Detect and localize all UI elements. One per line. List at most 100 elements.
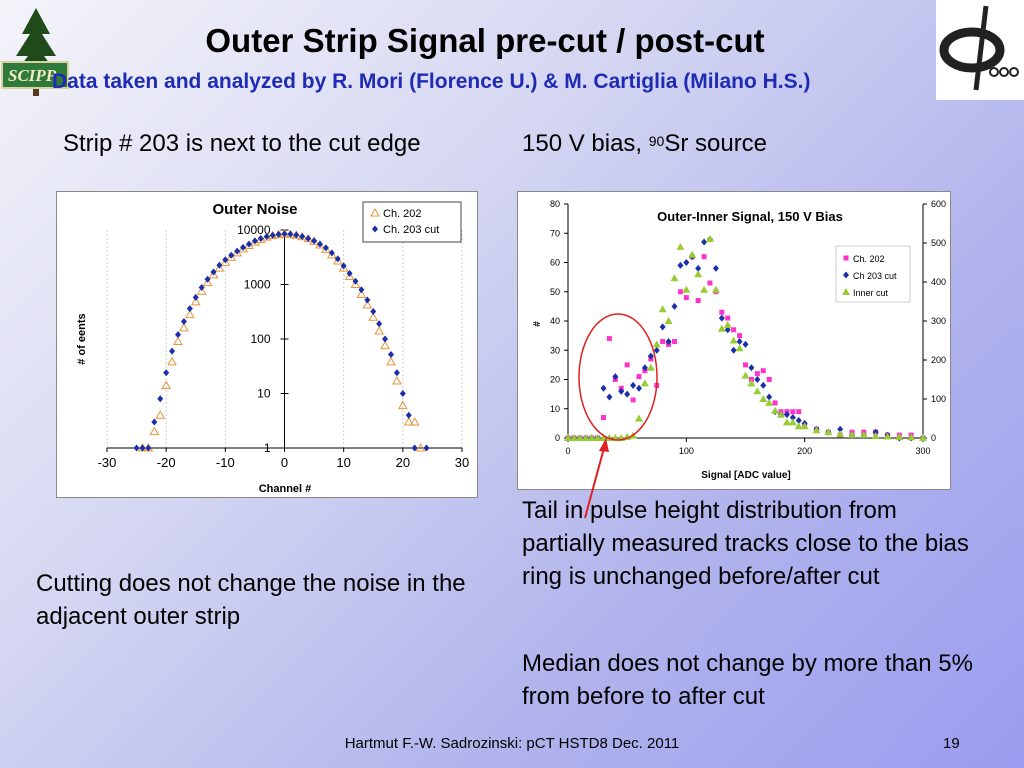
chart2-point bbox=[760, 381, 767, 389]
chart2-point bbox=[718, 314, 725, 322]
chart1-point bbox=[228, 251, 235, 259]
chart1-point bbox=[287, 230, 294, 238]
chart1-point bbox=[350, 279, 361, 288]
chart1-point bbox=[362, 300, 373, 309]
chart1-point bbox=[332, 255, 343, 265]
chart2-point bbox=[701, 254, 707, 260]
chart1-point bbox=[322, 244, 329, 252]
chart2-point bbox=[747, 379, 756, 387]
chart1-point bbox=[328, 249, 335, 257]
chart1-y-tick-label: 10000 bbox=[237, 223, 271, 237]
chart2-legend: Ch. 202 Ch 203 cut Inner cut bbox=[835, 245, 911, 303]
chart1-point bbox=[409, 416, 420, 426]
chart2-point bbox=[641, 364, 648, 372]
chart2-point bbox=[712, 264, 719, 272]
right-heading-sup: 90 bbox=[648, 133, 665, 149]
chart2-point bbox=[737, 333, 743, 339]
chart2-point bbox=[723, 320, 732, 328]
chart2-point bbox=[652, 340, 661, 348]
left-note: Cutting does not change the noise in the… bbox=[36, 570, 466, 630]
chart2-point bbox=[653, 346, 660, 354]
chart1-point bbox=[397, 400, 408, 410]
left-heading: Strip # 203 is next to the cut edge bbox=[63, 130, 421, 157]
chart1-point bbox=[281, 230, 288, 238]
chart1-point bbox=[293, 231, 300, 239]
chart2-point bbox=[766, 377, 772, 382]
tail-arrow-line bbox=[584, 447, 605, 519]
chart2-point bbox=[587, 434, 596, 441]
chart2-point bbox=[777, 410, 785, 418]
chart1-point bbox=[334, 255, 341, 263]
chart1-point bbox=[226, 252, 237, 261]
chart1-point bbox=[175, 331, 181, 339]
chart2-point bbox=[606, 336, 612, 342]
chart1-point bbox=[263, 232, 270, 240]
chart1-point bbox=[376, 320, 383, 328]
chart1-point bbox=[202, 277, 213, 287]
chart2-point bbox=[564, 434, 572, 441]
chart2-point bbox=[682, 285, 691, 293]
chart1-x-tick-label: -10 bbox=[216, 455, 235, 470]
chart2-point bbox=[836, 430, 845, 438]
chart1-point bbox=[346, 269, 353, 277]
chart2-y-tick-label: 20 bbox=[550, 375, 560, 385]
chart2-point bbox=[788, 418, 797, 426]
chart2-point bbox=[796, 409, 802, 415]
outer-noise-svg: -30 -20 -10 0 10 20 30 1 10 100 1000 10000 Outer Noi… bbox=[76, 201, 469, 495]
chart1-point bbox=[358, 286, 365, 294]
chart2-legend-marker bbox=[843, 255, 849, 261]
chart2-y2-tick-label: 400 bbox=[931, 277, 946, 287]
chart2-legend-marker bbox=[842, 288, 850, 295]
chart2-point bbox=[759, 395, 768, 402]
chart1-legend-marker bbox=[372, 225, 378, 233]
chart1-point bbox=[380, 340, 390, 350]
chart2-point bbox=[647, 352, 654, 360]
chart2-point bbox=[640, 379, 649, 387]
chart2-y-tick-label: 40 bbox=[550, 316, 560, 326]
chart1-point bbox=[246, 240, 252, 248]
chart1-point bbox=[368, 312, 379, 321]
chart1-x-tick-label: 10 bbox=[336, 455, 350, 470]
outer-noise-chart: -30 -20 -10 0 10 20 30 1 10 100 1000 10000 Outer Noi… bbox=[56, 191, 478, 498]
chart1-point bbox=[161, 380, 172, 390]
chart2-point bbox=[741, 371, 750, 379]
chart1-point bbox=[208, 269, 219, 279]
chart2-point bbox=[794, 422, 803, 430]
slide-subtitle: Data taken and analyzed by R. Mori (Flor… bbox=[52, 70, 811, 93]
chart2-point bbox=[766, 393, 773, 401]
chart1-point bbox=[184, 309, 195, 319]
chart2-point bbox=[660, 338, 666, 344]
chart2-point bbox=[754, 371, 760, 377]
chart1-point bbox=[338, 263, 349, 272]
chart1-point bbox=[204, 275, 211, 283]
chart2-point bbox=[907, 433, 916, 441]
chart1-y-tick-label: 1000 bbox=[244, 278, 271, 292]
chart2-point bbox=[601, 415, 606, 421]
chart1-point bbox=[220, 257, 231, 266]
chart2-point bbox=[659, 323, 666, 331]
chart2-point bbox=[859, 430, 868, 438]
chart2-point bbox=[706, 235, 714, 243]
chart1-point bbox=[198, 284, 205, 292]
outer-inner-signal-svg: 0 100 200 300010203040506070800100200300400… bbox=[532, 199, 946, 481]
chart2-point bbox=[871, 432, 880, 440]
chart2-point bbox=[624, 362, 630, 368]
chart1-point bbox=[179, 322, 189, 332]
right-heading: 150 V bias, 90Sr source bbox=[522, 127, 767, 160]
chart2-y-tick-label: 70 bbox=[550, 228, 560, 238]
chart2-point bbox=[795, 416, 802, 424]
chart2-point bbox=[812, 426, 821, 434]
chart1-point bbox=[374, 326, 385, 335]
chart1-point bbox=[145, 444, 152, 452]
chart2-title: Outer-Inner Signal, 150 V Bias bbox=[657, 209, 843, 224]
chart1-point bbox=[222, 256, 229, 264]
chart1-point bbox=[251, 237, 258, 245]
chart1-point bbox=[196, 286, 207, 295]
chart1-legend-label: Ch. 203 cut bbox=[383, 224, 439, 236]
chart2-point bbox=[730, 346, 737, 354]
chart2-x-tick-label: 200 bbox=[797, 446, 812, 456]
chart1-point bbox=[192, 293, 199, 301]
chart1-point bbox=[190, 296, 201, 306]
chart2-point bbox=[919, 434, 927, 441]
slide-title: Outer Strip Signal pre-cut / post-cut bbox=[205, 22, 765, 59]
